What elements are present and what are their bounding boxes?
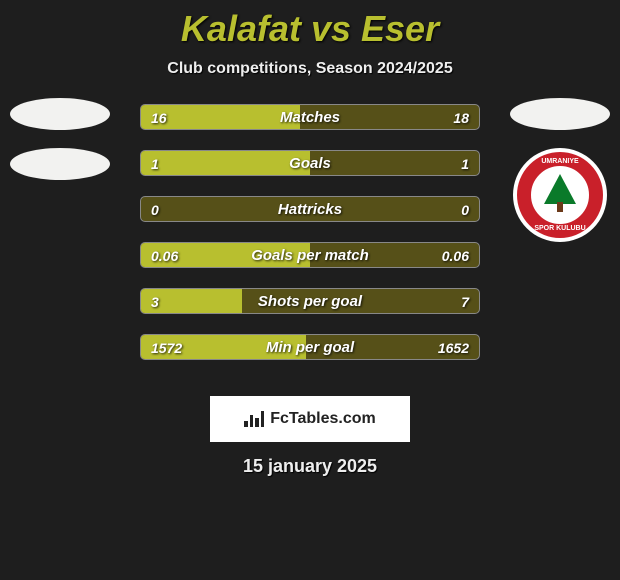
stat-value-right: 1652 [438, 335, 469, 360]
badge-text-bottom: SPOR KULUBU [534, 225, 585, 232]
stat-row: 16Matches18 [140, 104, 480, 130]
stat-row: 1Goals1 [140, 150, 480, 176]
stat-label: Goals [141, 151, 479, 176]
right-player-column: UMRANIYE SPOR KULUBU [500, 98, 620, 242]
stat-label: Goals per match [141, 243, 479, 268]
tree-trunk-icon [557, 202, 563, 212]
stat-row: 0.06Goals per match0.06 [140, 242, 480, 268]
stat-label: Hattricks [141, 197, 479, 222]
stat-label: Shots per goal [141, 289, 479, 314]
date-text: 15 january 2025 [0, 456, 620, 477]
stat-bars: 16Matches18 1Goals1 0Hattricks0 0.06Goals p… [140, 104, 480, 360]
tree-icon [544, 174, 576, 204]
comparison-region: UMRANIYE SPOR KULUBU 16Matches18 1Goals1 0… [0, 98, 620, 378]
stat-value-right: 1 [461, 151, 469, 176]
chart-icon [244, 411, 264, 427]
stat-label: Min per goal [141, 335, 479, 360]
stat-value-right: 18 [453, 105, 469, 130]
badge-text-top: UMRANIYE [541, 158, 578, 165]
stat-row: 0Hattricks0 [140, 196, 480, 222]
left-flag-oval [10, 98, 110, 130]
stat-value-right: 0 [461, 197, 469, 222]
branding-box: FcTables.com [210, 396, 410, 442]
right-flag-oval [510, 98, 610, 130]
left-club-oval [10, 148, 110, 180]
stat-value-right: 7 [461, 289, 469, 314]
branding-text: FcTables.com [270, 410, 376, 428]
left-player-column [0, 98, 120, 180]
stat-row: 3Shots per goal7 [140, 288, 480, 314]
right-club-badge: UMRANIYE SPOR KULUBU [513, 148, 607, 242]
page-title: Kalafat vs Eser [0, 0, 620, 50]
stat-value-right: 0.06 [442, 243, 469, 268]
subtitle: Club competitions, Season 2024/2025 [0, 60, 620, 78]
stat-row: 1572Min per goal1652 [140, 334, 480, 360]
stat-label: Matches [141, 105, 479, 130]
